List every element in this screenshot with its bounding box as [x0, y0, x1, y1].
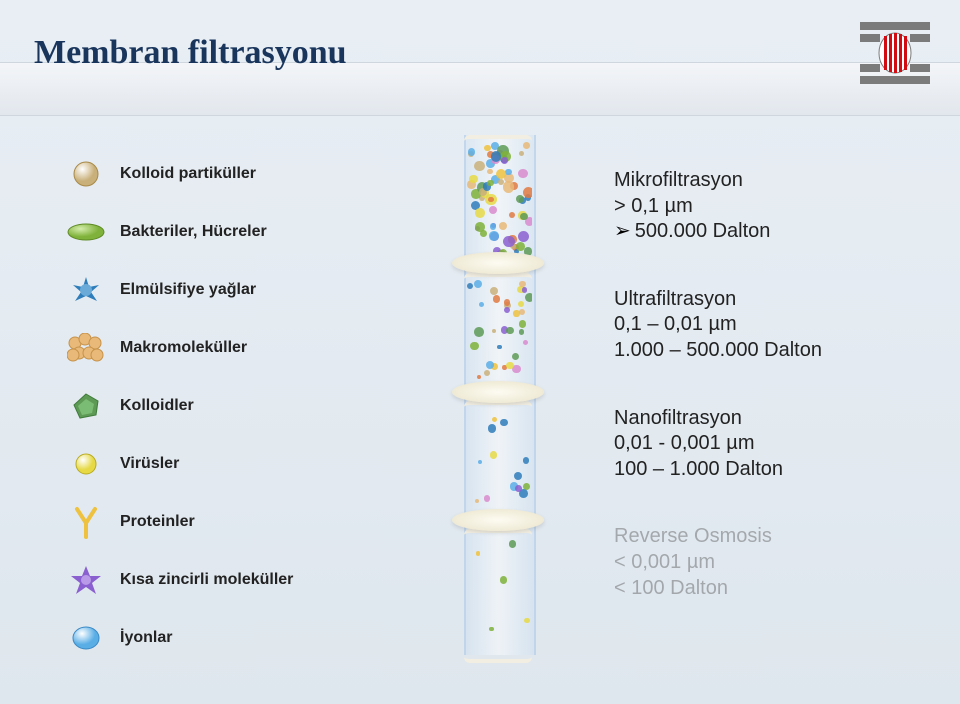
filter-block-2: Nanofiltrasyon0,01 - 0,001 µm100 – 1.000…: [614, 406, 924, 483]
right-text: Mikrofiltrasyon> 0,1 µm➢500.000 Dalton Ul…: [614, 168, 924, 643]
legend-row-kolloidler: Kolloidler: [64, 388, 364, 424]
filter-line1-0: > 0,1 µm: [614, 194, 924, 220]
emulsifiye-icon: [64, 272, 108, 308]
filter-line1-1: 0,1 – 0,01 µm: [614, 312, 924, 338]
legend-row-kisa: Kısa zincirli moleküller: [64, 562, 364, 598]
legend-row-protein: Proteinler: [64, 504, 364, 540]
kisa-icon: [64, 562, 108, 598]
column-ring-1: [452, 381, 544, 403]
iyon-label: İyonlar: [120, 629, 172, 647]
iyon-icon: [64, 620, 108, 656]
legend: Kolloid partiküller Bakteriler, Hücreler E…: [64, 156, 364, 678]
legend-row-emulsifiye: Elmülsifiye yağlar: [64, 272, 364, 308]
bakteri-label: Bakteriler, Hücreler: [120, 223, 267, 241]
protein-icon: [64, 504, 108, 540]
column-ring-2: [452, 509, 544, 531]
filter-line2-1: 1.000 – 500.000 Dalton: [614, 338, 924, 364]
virusler-label: Virüsler: [120, 455, 179, 473]
filter-title-1: Ultrafiltrasyon: [614, 287, 924, 313]
makromolekul-icon: [64, 330, 108, 366]
filter-line2-0: ➢500.000 Dalton: [614, 219, 924, 245]
filter-title-2: Nanofiltrasyon: [614, 406, 924, 432]
filter-block-0: Mikrofiltrasyon> 0,1 µm➢500.000 Dalton: [614, 168, 924, 245]
legend-row-virusler: Virüsler: [64, 446, 364, 482]
kolloidler-icon: [64, 388, 108, 424]
column-segment-3: [464, 529, 532, 663]
filtration-column: [438, 135, 558, 655]
filter-block-3: Reverse Osmosis< 0,001 µm< 100 Dalton: [614, 524, 924, 601]
filter-line1-3: < 0,001 µm: [614, 550, 924, 576]
filter-line2-2: 100 – 1.000 Dalton: [614, 457, 924, 483]
page-title: Membran filtrasyonu: [34, 34, 347, 72]
filter-block-1: Ultrafiltrasyon0,1 – 0,01 µm1.000 – 500.…: [614, 287, 924, 364]
filter-line2-3: < 100 Dalton: [614, 576, 924, 602]
filter-line1-2: 0,01 - 0,001 µm: [614, 431, 924, 457]
legend-row-makromolekul: Makromoleküller: [64, 330, 364, 366]
column-ring-0: [452, 252, 544, 274]
legend-row-bakteri: Bakteriler, Hücreler: [64, 214, 364, 250]
legend-row-kolloid: Kolloid partiküller: [64, 156, 364, 192]
makromolekul-label: Makromoleküller: [120, 339, 247, 357]
legend-row-iyon: İyonlar: [64, 620, 364, 656]
kisa-label: Kısa zincirli moleküller: [120, 571, 293, 589]
logo: [860, 22, 930, 84]
filter-title-0: Mikrofiltrasyon: [614, 168, 924, 194]
virusler-icon: [64, 446, 108, 482]
kolloid-label: Kolloid partiküller: [120, 165, 256, 183]
protein-label: Proteinler: [120, 513, 195, 531]
bakteri-icon: [64, 214, 108, 250]
kolloid-icon: [64, 156, 108, 192]
filter-title-3: Reverse Osmosis: [614, 524, 924, 550]
emulsifiye-label: Elmülsifiye yağlar: [120, 281, 256, 299]
kolloidler-label: Kolloidler: [120, 397, 194, 415]
